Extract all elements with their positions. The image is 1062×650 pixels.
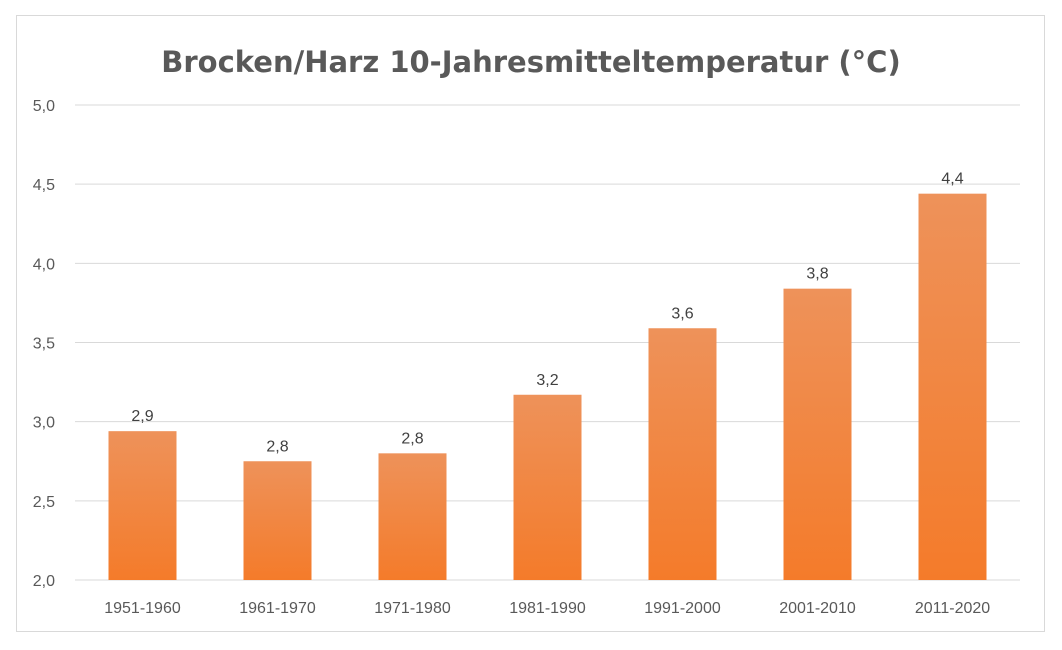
data-labels: 2,9 2,8 2,8 3,2 3,6 3,8 4,4: [131, 171, 963, 456]
chart-title: Brocken/Harz 10-Jahresmitteltemperatur (…: [161, 45, 900, 79]
bar-1961-1970: [243, 461, 312, 580]
x-tick-label: 1951-1960: [104, 600, 181, 617]
y-axis-ticks: 2,0 2,5 3,0 3,5 4,0 4,5 5,0: [33, 98, 55, 590]
x-tick-label: 1961-1970: [239, 600, 316, 617]
x-tick-label: 2011-2020: [915, 600, 990, 617]
data-label: 2,9: [131, 408, 153, 425]
bars: [108, 193, 987, 580]
data-label: 4,4: [941, 171, 963, 188]
x-axis-ticks: 1951-1960 1961-1970 1971-1980 1981-1990 1991…: [104, 600, 990, 617]
data-label: 3,6: [671, 305, 693, 322]
bar-2011-2020: [918, 193, 987, 580]
x-tick-label: 2001-2010: [779, 600, 856, 617]
y-tick-label: 4,5: [33, 177, 55, 194]
bar-2001-2010: [783, 288, 852, 580]
data-label: 3,8: [806, 266, 828, 283]
x-tick-label: 1971-1980: [374, 600, 451, 617]
data-label: 2,8: [401, 430, 423, 447]
bar-1951-1960: [108, 431, 177, 580]
y-tick-label: 3,5: [33, 336, 55, 353]
gridlines: [75, 104, 1020, 581]
y-tick-label: 5,0: [33, 98, 55, 115]
bar-1971-1980: [378, 453, 447, 580]
bar-1981-1990: [513, 394, 582, 580]
x-tick-label: 1991-2000: [644, 600, 721, 617]
x-tick-label: 1981-1990: [509, 600, 586, 617]
y-tick-label: 4,0: [33, 256, 55, 273]
bar-1991-2000: [648, 328, 717, 580]
data-label: 2,8: [266, 438, 288, 455]
y-tick-label: 3,0: [33, 415, 55, 432]
data-label: 3,2: [536, 372, 558, 389]
y-tick-label: 2,0: [33, 573, 55, 590]
y-tick-label: 2,5: [33, 494, 55, 511]
